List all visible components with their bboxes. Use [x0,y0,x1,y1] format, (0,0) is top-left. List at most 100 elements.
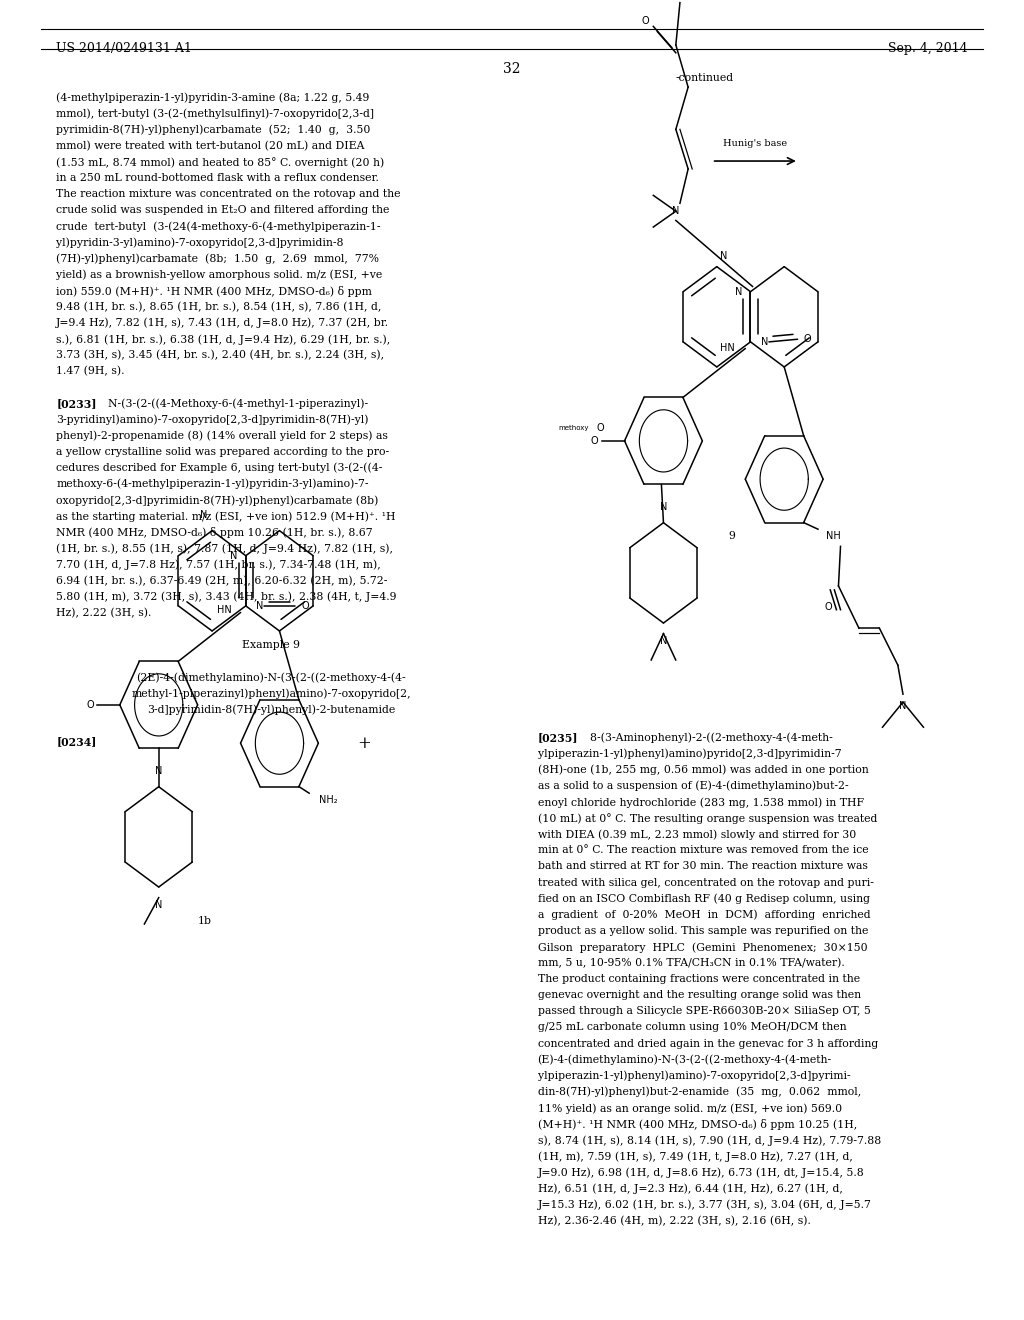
Text: 3-d]pyrimidin-8(7H)-yl)phenyl)-2-butenamide: 3-d]pyrimidin-8(7H)-yl)phenyl)-2-butenam… [147,705,395,715]
Text: methyl-1-piperazinyl)phenyl)amino)-7-oxopyrido[2,: methyl-1-piperazinyl)phenyl)amino)-7-oxo… [131,688,412,698]
Text: passed through a Silicycle SPE-R66030B-20× SiliaSep OT, 5: passed through a Silicycle SPE-R66030B-2… [538,1006,870,1016]
Text: 1b: 1b [198,916,212,927]
Text: 5.80 (1H, m), 3.72 (3H, s), 3.43 (4H, br. s.), 2.38 (4H, t, J=4.9: 5.80 (1H, m), 3.72 (3H, s), 3.43 (4H, br… [56,591,397,602]
Text: (2E)-4-(dimethylamino)-N-(3-(2-((2-methoxy-4-(4-: (2E)-4-(dimethylamino)-N-(3-(2-((2-metho… [136,672,407,682]
Text: N: N [899,701,906,710]
Text: ion) 559.0 (M+H)⁺. ¹H NMR (400 MHz, DMSO-d₆) δ ppm: ion) 559.0 (M+H)⁺. ¹H NMR (400 MHz, DMSO… [56,285,372,297]
Text: (8H)-one (1b, 255 mg, 0.56 mmol) was added in one portion: (8H)-one (1b, 255 mg, 0.56 mmol) was add… [538,764,868,775]
Text: NH: NH [826,531,841,541]
Text: O: O [590,436,598,446]
Text: [0234]: [0234] [56,737,96,747]
Text: with DIEA (0.39 mL, 2.23 mmol) slowly and stirred for 30: with DIEA (0.39 mL, 2.23 mmol) slowly an… [538,829,856,840]
Text: N: N [761,337,768,347]
Text: O: O [301,601,308,611]
Text: (M+H)⁺. ¹H NMR (400 MHz, DMSO-d₆) δ ppm 10.25 (1H,: (M+H)⁺. ¹H NMR (400 MHz, DMSO-d₆) δ ppm … [538,1119,857,1130]
Text: HN: HN [721,343,735,354]
Text: [0235]: [0235] [538,733,579,743]
Text: fied on an ISCO Combiflash RF (40 g Redisep column, using: fied on an ISCO Combiflash RF (40 g Redi… [538,894,869,904]
Text: (1.53 mL, 8.74 mmol) and heated to 85° C. overnight (20 h): (1.53 mL, 8.74 mmol) and heated to 85° C… [56,157,385,168]
Text: product as a yellow solid. This sample was repurified on the: product as a yellow solid. This sample w… [538,925,868,936]
Text: 7.70 (1H, d, J=7.8 Hz), 7.57 (1H, br. s.), 7.34-7.48 (1H, m),: 7.70 (1H, d, J=7.8 Hz), 7.57 (1H, br. s.… [56,560,381,570]
Text: oxopyrido[2,3-d]pyrimidin-8(7H)-yl)phenyl)carbamate (8b): oxopyrido[2,3-d]pyrimidin-8(7H)-yl)pheny… [56,495,379,506]
Text: (E)-4-(dimethylamino)-N-(3-(2-((2-methoxy-4-(4-meth-: (E)-4-(dimethylamino)-N-(3-(2-((2-methox… [538,1055,831,1065]
Text: N: N [256,601,263,611]
Text: Gilson  preparatory  HPLC  (Gemini  Phenomenex;  30×150: Gilson preparatory HPLC (Gemini Phenomen… [538,942,867,953]
Text: methoxy: methoxy [558,425,589,430]
Text: +: + [357,735,372,751]
Text: [0233]: [0233] [56,399,97,409]
Text: as the starting material. m/z (ESI, +ve ion) 512.9 (M+H)⁺. ¹H: as the starting material. m/z (ESI, +ve … [56,511,396,521]
Text: in a 250 mL round-bottomed flask with a reflux condenser.: in a 250 mL round-bottomed flask with a … [56,173,379,183]
Text: N: N [230,550,238,561]
Text: N: N [659,502,668,512]
Text: concentrated and dried again in the genevac for 3 h affording: concentrated and dried again in the gene… [538,1039,878,1048]
Text: min at 0° C. The reaction mixture was removed from the ice: min at 0° C. The reaction mixture was re… [538,845,868,855]
Text: yl)pyridin-3-yl)amino)-7-oxopyrido[2,3-d]pyrimidin-8: yl)pyridin-3-yl)amino)-7-oxopyrido[2,3-d… [56,238,344,248]
Text: s), 8.74 (1H, s), 8.14 (1H, s), 7.90 (1H, d, J=9.4 Hz), 7.79-7.88: s), 8.74 (1H, s), 8.14 (1H, s), 7.90 (1H… [538,1135,881,1146]
Text: ylpiperazin-1-yl)phenyl)amino)pyrido[2,3-d]pyrimidin-7: ylpiperazin-1-yl)phenyl)amino)pyrido[2,3… [538,748,842,759]
Text: -continued: -continued [676,73,734,83]
Text: crude  tert-butyl  (3-(24(4-methoxy-6-(4-methylpiperazin-1-: crude tert-butyl (3-(24(4-methoxy-6-(4-m… [56,222,381,232]
Text: 3-pyridinyl)amino)-7-oxopyrido[2,3-d]pyrimidin-8(7H)-yl): 3-pyridinyl)amino)-7-oxopyrido[2,3-d]pyr… [56,414,369,425]
Text: enoyl chloride hydrochloride (283 mg, 1.538 mmol) in THF: enoyl chloride hydrochloride (283 mg, 1.… [538,797,863,808]
Text: N-(3-(2-((4-Methoxy-6-(4-methyl-1-piperazinyl)-: N-(3-(2-((4-Methoxy-6-(4-methyl-1-pipera… [101,399,369,409]
Text: yield) as a brownish-yellow amorphous solid. m/z (ESI, +ve: yield) as a brownish-yellow amorphous so… [56,269,383,280]
Text: J=9.0 Hz), 6.98 (1H, d, J=8.6 Hz), 6.73 (1H, dt, J=15.4, 5.8: J=9.0 Hz), 6.98 (1H, d, J=8.6 Hz), 6.73 … [538,1167,864,1177]
Text: 8-(3-Aminophenyl)-2-((2-methoxy-4-(4-meth-: 8-(3-Aminophenyl)-2-((2-methoxy-4-(4-met… [583,733,833,743]
Text: ylpiperazin-1-yl)phenyl)amino)-7-oxopyrido[2,3-d]pyrimi-: ylpiperazin-1-yl)phenyl)amino)-7-oxopyri… [538,1071,850,1081]
Text: O: O [642,16,649,26]
Text: HN: HN [217,605,231,615]
Text: O: O [596,422,604,433]
Text: N: N [720,251,727,261]
Text: crude solid was suspended in Et₂O and filtered affording the: crude solid was suspended in Et₂O and fi… [56,205,390,215]
Text: (1H, m), 7.59 (1H, s), 7.49 (1H, t, J=8.0 Hz), 7.27 (1H, d,: (1H, m), 7.59 (1H, s), 7.49 (1H, t, J=8.… [538,1151,852,1162]
Text: pyrimidin-8(7H)-yl)phenyl)carbamate  (52;  1.40  g,  3.50: pyrimidin-8(7H)-yl)phenyl)carbamate (52;… [56,124,371,135]
Text: J=15.3 Hz), 6.02 (1H, br. s.), 3.77 (3H, s), 3.04 (6H, d, J=5.7: J=15.3 Hz), 6.02 (1H, br. s.), 3.77 (3H,… [538,1200,871,1210]
Text: (4-methylpiperazin-1-yl)pyridin-3-amine (8a; 1.22 g, 5.49: (4-methylpiperazin-1-yl)pyridin-3-amine … [56,92,370,103]
Text: din-8(7H)-yl)phenyl)but-2-enamide  (35  mg,  0.062  mmol,: din-8(7H)-yl)phenyl)but-2-enamide (35 mg… [538,1086,861,1097]
Text: 6.94 (1H, br. s.), 6.37-6.49 (2H, m), 6.20-6.32 (2H, m), 5.72-: 6.94 (1H, br. s.), 6.37-6.49 (2H, m), 6.… [56,576,388,586]
Text: Hz), 6.51 (1H, d, J=2.3 Hz), 6.44 (1H, Hz), 6.27 (1H, d,: Hz), 6.51 (1H, d, J=2.3 Hz), 6.44 (1H, H… [538,1184,843,1195]
Text: mm, 5 u, 10-95% 0.1% TFA/CH₃CN in 0.1% TFA/water).: mm, 5 u, 10-95% 0.1% TFA/CH₃CN in 0.1% T… [538,958,845,969]
Text: N: N [672,206,680,216]
Text: N: N [735,286,742,297]
Text: bath and stirred at RT for 30 min. The reaction mixture was: bath and stirred at RT for 30 min. The r… [538,862,867,871]
Text: N: N [200,510,208,520]
Text: The reaction mixture was concentrated on the rotovap and the: The reaction mixture was concentrated on… [56,189,400,199]
Text: 9.48 (1H, br. s.), 8.65 (1H, br. s.), 8.54 (1H, s), 7.86 (1H, d,: 9.48 (1H, br. s.), 8.65 (1H, br. s.), 8.… [56,302,382,312]
Text: a  gradient  of  0-20%  MeOH  in  DCM)  affording  enriched: a gradient of 0-20% MeOH in DCM) affordi… [538,909,870,920]
Text: O: O [87,700,94,710]
Text: Sep. 4, 2014: Sep. 4, 2014 [888,42,968,55]
Text: O: O [804,334,811,345]
Text: Hz), 2.36-2.46 (4H, m), 2.22 (3H, s), 2.16 (6H, s).: Hz), 2.36-2.46 (4H, m), 2.22 (3H, s), 2.… [538,1216,810,1226]
Text: J=9.4 Hz), 7.82 (1H, s), 7.43 (1H, d, J=8.0 Hz), 7.37 (2H, br.: J=9.4 Hz), 7.82 (1H, s), 7.43 (1H, d, J=… [56,318,389,329]
Text: N: N [155,766,163,776]
Text: 3.73 (3H, s), 3.45 (4H, br. s.), 2.40 (4H, br. s.), 2.24 (3H, s),: 3.73 (3H, s), 3.45 (4H, br. s.), 2.40 (4… [56,350,384,360]
Text: genevac overnight and the resulting orange solid was then: genevac overnight and the resulting oran… [538,990,861,1001]
Text: mmol), tert-butyl (3-(2-(methylsulfinyl)-7-oxopyrido[2,3-d]: mmol), tert-butyl (3-(2-(methylsulfinyl)… [56,108,375,119]
Text: NH₂: NH₂ [319,795,338,805]
Text: cedures described for Example 6, using tert-butyl (3-(2-((4-: cedures described for Example 6, using t… [56,463,383,474]
Text: N: N [659,636,668,647]
Text: as a solid to a suspension of (E)-4-(dimethylamino)but-2-: as a solid to a suspension of (E)-4-(dim… [538,781,848,792]
Text: 1.47 (9H, s).: 1.47 (9H, s). [56,366,125,376]
Text: phenyl)-2-propenamide (8) (14% overall yield for 2 steps) as: phenyl)-2-propenamide (8) (14% overall y… [56,430,388,441]
Text: mmol) were treated with tert-butanol (20 mL) and DIEA: mmol) were treated with tert-butanol (20… [56,141,365,150]
Text: methoxy-6-(4-methylpiperazin-1-yl)pyridin-3-yl)amino)-7-: methoxy-6-(4-methylpiperazin-1-yl)pyridi… [56,479,369,490]
Text: 32: 32 [503,62,521,77]
Text: NMR (400 MHz, DMSO-d₆) δ ppm 10.26 (1H, br. s.), 8.67: NMR (400 MHz, DMSO-d₆) δ ppm 10.26 (1H, … [56,527,373,539]
Text: (1H, br. s.), 8.55 (1H, s), 7.87 (1H, d, J=9.4 Hz), 7.82 (1H, s),: (1H, br. s.), 8.55 (1H, s), 7.87 (1H, d,… [56,544,393,554]
Text: Hunig's base: Hunig's base [723,139,787,148]
Text: a yellow crystalline solid was prepared according to the pro-: a yellow crystalline solid was prepared … [56,446,389,457]
Text: Hz), 2.22 (3H, s).: Hz), 2.22 (3H, s). [56,607,152,618]
Text: treated with silica gel, concentrated on the rotovap and puri-: treated with silica gel, concentrated on… [538,878,873,887]
Text: s.), 6.81 (1H, br. s.), 6.38 (1H, d, J=9.4 Hz), 6.29 (1H, br. s.),: s.), 6.81 (1H, br. s.), 6.38 (1H, d, J=9… [56,334,390,345]
Text: (7H)-yl)phenyl)carbamate  (8b;  1.50  g,  2.69  mmol,  77%: (7H)-yl)phenyl)carbamate (8b; 1.50 g, 2.… [56,253,379,264]
Text: 11% yield) as an orange solid. m/z (ESI, +ve ion) 569.0: 11% yield) as an orange solid. m/z (ESI,… [538,1104,842,1114]
Text: Example 9: Example 9 [243,640,300,649]
Text: (10 mL) at 0° C. The resulting orange suspension was treated: (10 mL) at 0° C. The resulting orange su… [538,813,877,824]
Text: N: N [155,900,163,911]
Text: US 2014/0249131 A1: US 2014/0249131 A1 [56,42,193,55]
Text: 9: 9 [729,531,735,541]
Text: The product containing fractions were concentrated in the: The product containing fractions were co… [538,974,860,985]
